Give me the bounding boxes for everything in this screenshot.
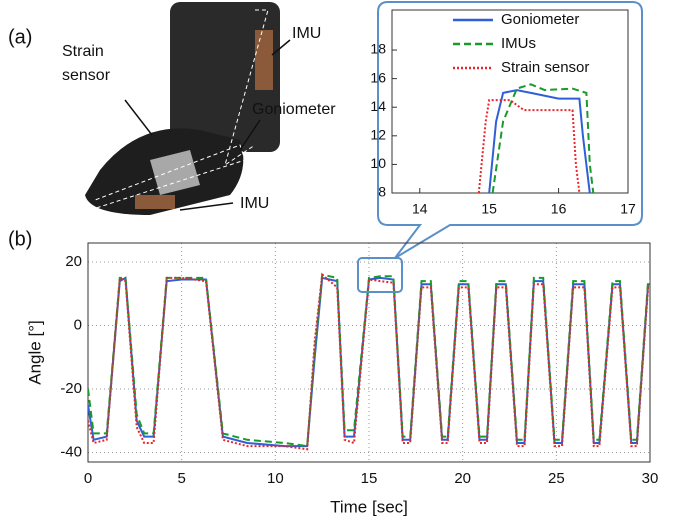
panel-label: (a) bbox=[8, 26, 32, 48]
y-tick-label: 10 bbox=[370, 155, 386, 171]
plot-frame bbox=[391, 9, 629, 194]
series-line bbox=[491, 83, 595, 193]
legend-label: IMUs bbox=[501, 35, 536, 52]
x-tick-label: 20 bbox=[454, 470, 471, 487]
y-tick-label: 18 bbox=[370, 41, 386, 57]
series-line bbox=[88, 272, 650, 451]
x-tick-label: 14 bbox=[412, 201, 428, 217]
x-tick-label: 5 bbox=[177, 470, 185, 487]
y-tick-label: 8 bbox=[378, 184, 386, 200]
x-tick-label: 30 bbox=[642, 470, 659, 487]
y-tick-label: 0 bbox=[74, 316, 82, 333]
series-line bbox=[477, 99, 581, 193]
photo-label: Goniometer bbox=[252, 101, 336, 118]
x-tick-label: 10 bbox=[267, 470, 284, 487]
y-tick-label: -40 bbox=[60, 443, 82, 460]
y-tick-label: 14 bbox=[370, 98, 386, 114]
panel-label: (b) bbox=[8, 228, 32, 250]
y-axis-label: Angle [°] bbox=[25, 320, 44, 384]
callout bbox=[377, 1, 643, 259]
x-tick-label: 15 bbox=[481, 201, 497, 217]
plot-frame bbox=[87, 242, 651, 463]
y-tick-label: 16 bbox=[370, 69, 386, 85]
x-axis-label: Time [sec] bbox=[330, 497, 408, 516]
zoom-box bbox=[357, 257, 403, 293]
x-tick-label: 15 bbox=[361, 470, 378, 487]
y-tick-label: 20 bbox=[65, 253, 82, 270]
x-tick-label: 0 bbox=[84, 470, 92, 487]
photo-label: Strain sensor bbox=[62, 43, 111, 84]
series-line bbox=[88, 276, 650, 448]
x-tick-label: 25 bbox=[548, 470, 565, 487]
legend-label: Strain sensor bbox=[501, 59, 589, 76]
x-tick-label: 16 bbox=[551, 201, 567, 217]
series-line bbox=[88, 273, 650, 448]
photo bbox=[85, 2, 291, 215]
y-tick-label: 12 bbox=[370, 127, 386, 143]
legend-label: Goniometer bbox=[501, 11, 579, 28]
photo-label: IMU bbox=[240, 195, 270, 212]
photo-label: IMU bbox=[292, 25, 322, 42]
y-tick-label: -20 bbox=[60, 380, 82, 397]
x-tick-label: 17 bbox=[620, 201, 636, 217]
series-line bbox=[488, 89, 591, 193]
